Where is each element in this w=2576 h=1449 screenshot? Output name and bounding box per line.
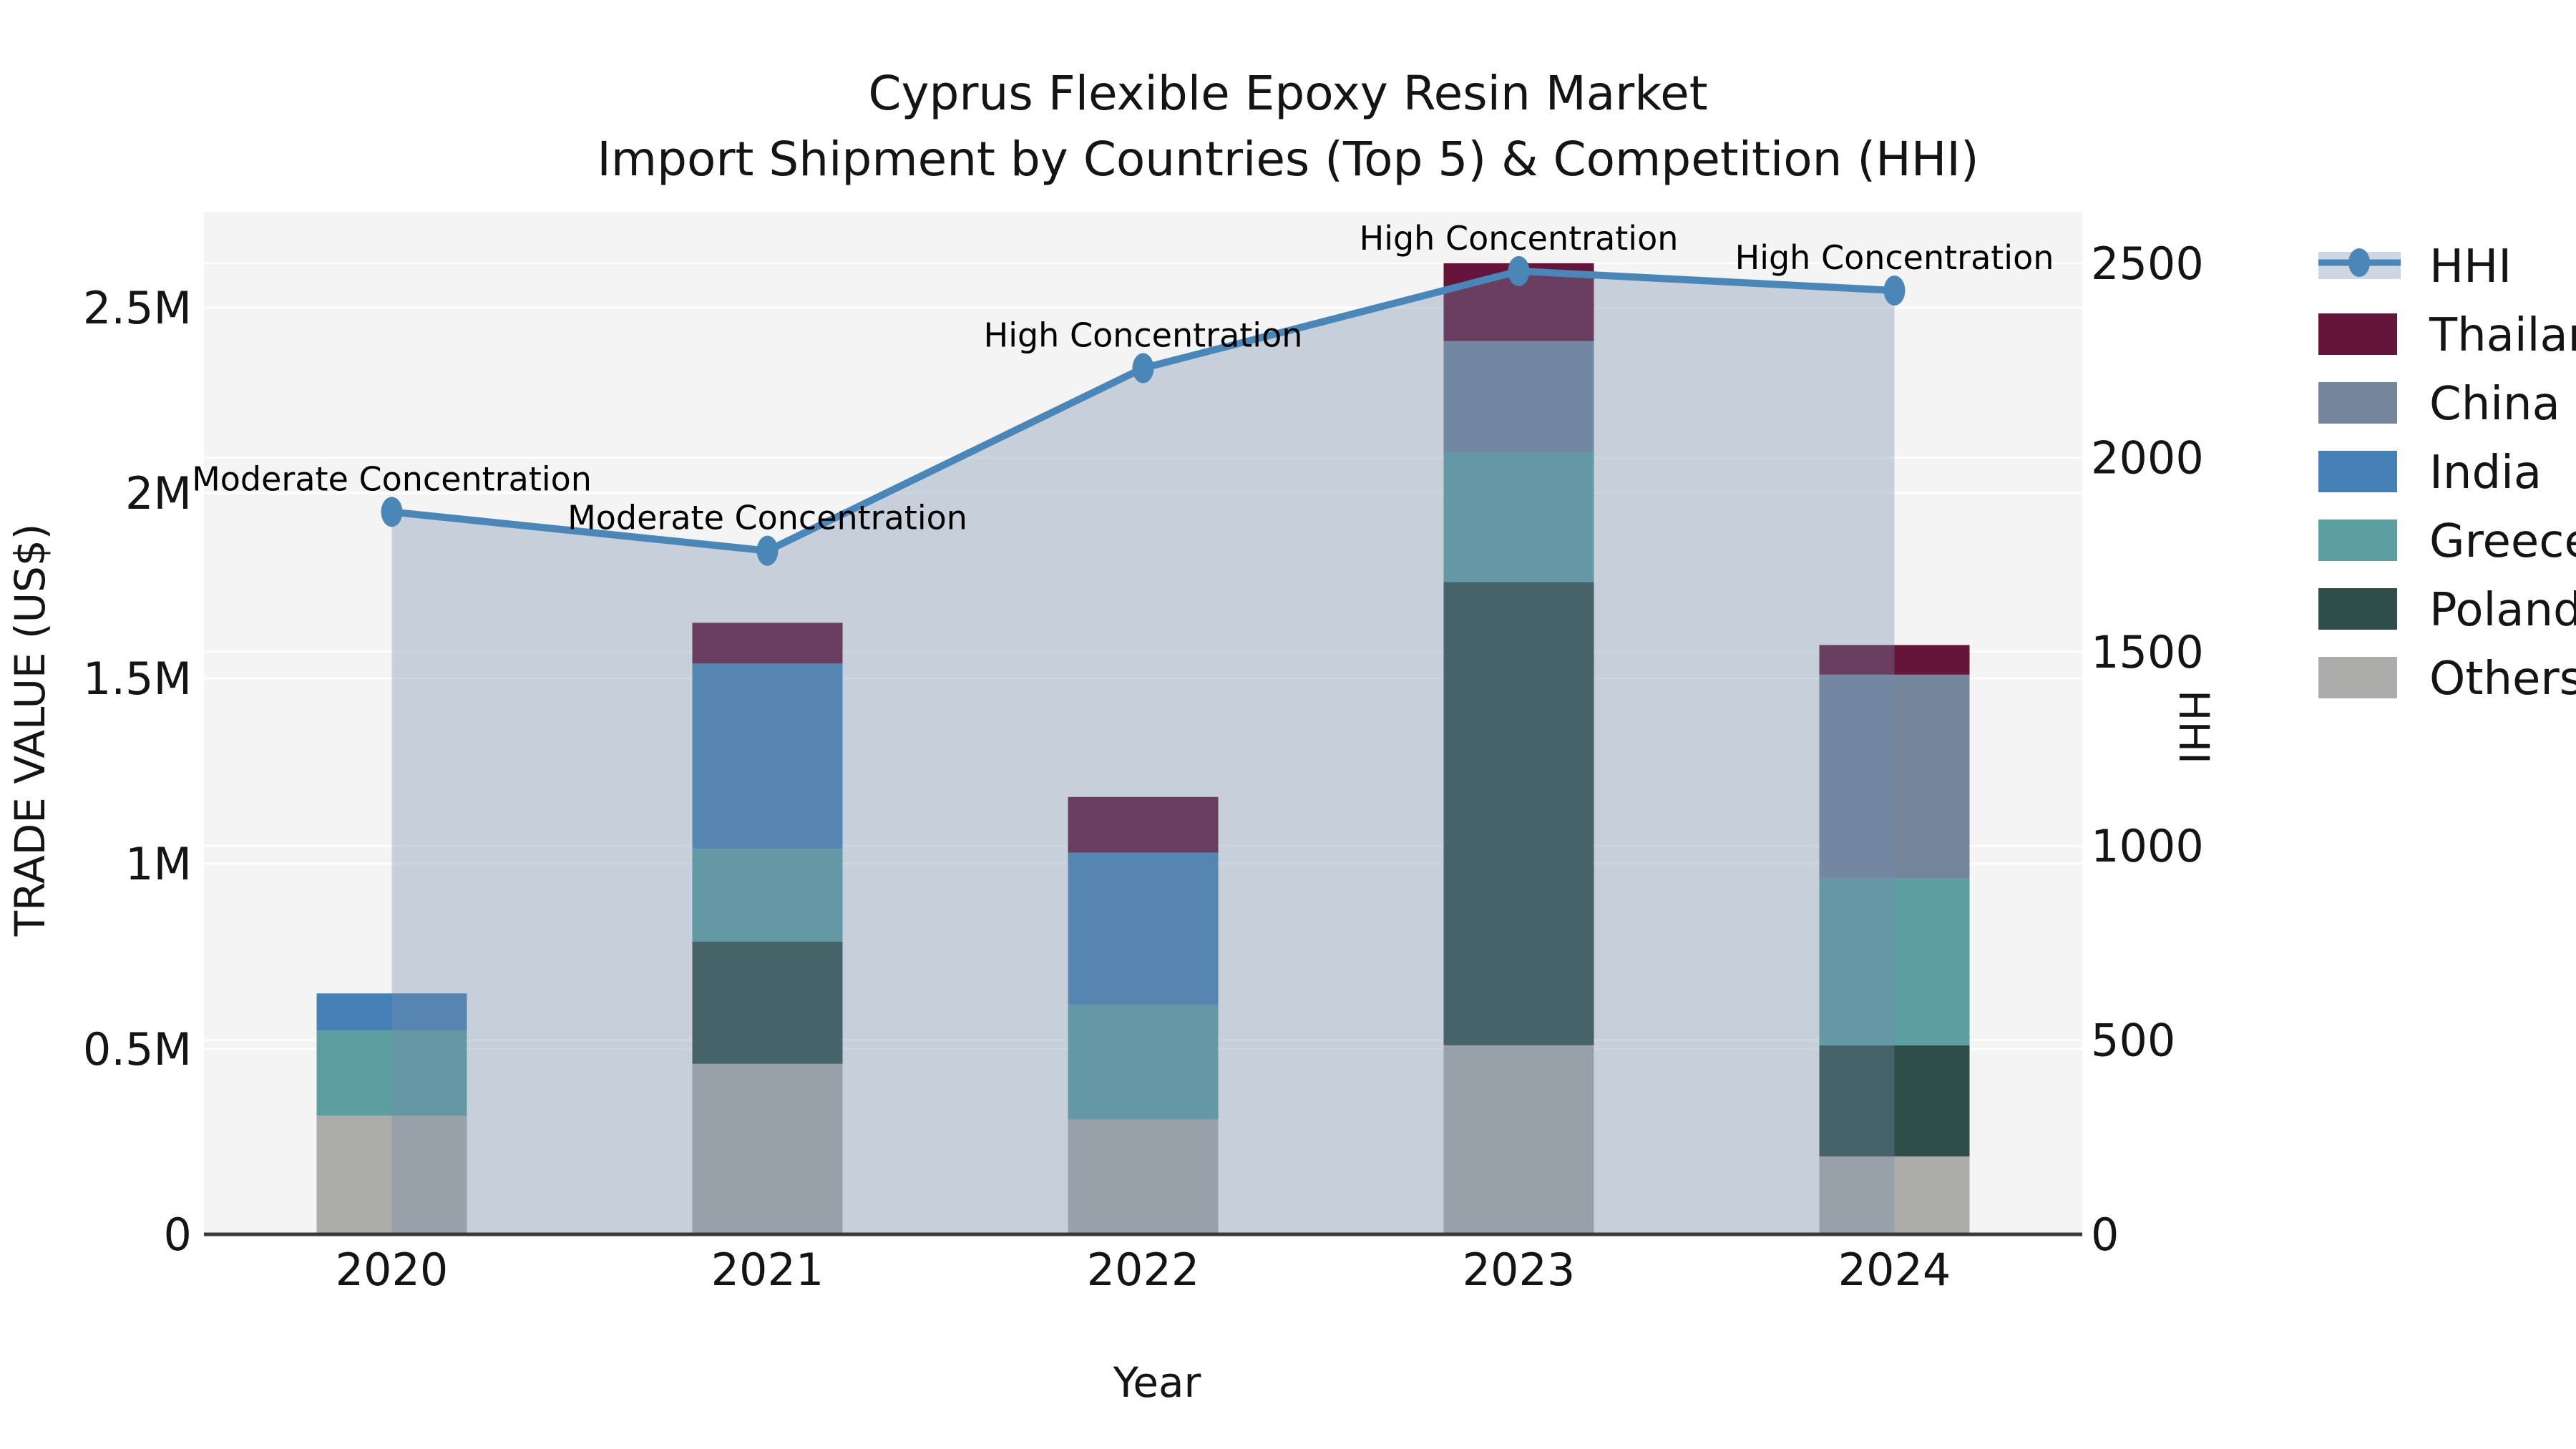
legend-swatch-greece-icon	[2318, 519, 2397, 561]
legend-label-others: Others	[2429, 653, 2576, 706]
y-left-tick-label: 0.5M	[83, 1023, 192, 1075]
bar-segment-poland-2024	[1819, 1045, 1970, 1157]
bar-segment-others-2022	[1068, 1119, 1219, 1234]
bar-segment-greece-2020	[316, 1030, 467, 1116]
bar-segment-india-2020	[316, 993, 467, 1031]
hhi-marker-2023	[1508, 255, 1530, 286]
bar-segment-others-2023	[1443, 1045, 1594, 1234]
y-right-tick-label: 2000	[2091, 431, 2204, 484]
y-right-tick-label: 1000	[2091, 820, 2204, 872]
bar-segment-china-2023	[1443, 341, 1594, 453]
legend-swatch-thailand-icon	[2318, 313, 2397, 355]
bar-segment-others-2021	[692, 1063, 843, 1234]
bar-segment-india-2021	[692, 663, 843, 849]
legend-label-greece: Greece	[2429, 515, 2576, 568]
bar-segment-greece-2024	[1819, 878, 1970, 1045]
bar-segment-thailand-2022	[1068, 796, 1219, 853]
y-left-tick-label: 1.5M	[83, 653, 192, 705]
hhi-marker-2024	[1883, 275, 1906, 306]
y-axis-right-title: HHI	[2170, 689, 2218, 765]
hhi-marker-2020	[381, 497, 403, 527]
y-right-tick-label: 0	[2091, 1209, 2119, 1261]
annotation-2022: High Concentration	[984, 316, 1303, 355]
legend-swatch-others-icon	[2318, 657, 2397, 698]
bar-segment-greece-2021	[692, 849, 843, 942]
legend-label-thailand: Thailand	[2429, 309, 2576, 362]
legend-label-poland: Poland	[2429, 584, 2576, 637]
bar-segment-greece-2023	[1443, 452, 1594, 582]
bar-segment-thailand-2024	[1819, 645, 1970, 675]
legend-label-china: China	[2429, 378, 2560, 431]
legend-label-india: India	[2429, 447, 2542, 499]
annotation-2023: High Concentration	[1360, 219, 1679, 258]
bar-segment-poland-2023	[1443, 582, 1594, 1045]
hhi-marker-2021	[756, 535, 779, 566]
legend-swatch-poland-icon	[2318, 588, 2397, 630]
hhi-marker-2022	[1132, 353, 1154, 384]
y-axis-left-title: TRADE VALUE (US$)	[6, 523, 54, 937]
bar-segment-poland-2021	[692, 941, 843, 1064]
annotation-2024: High Concentration	[1735, 238, 2054, 277]
legend-swatch-china-icon	[2318, 382, 2397, 424]
y-left-tick-label: 1M	[125, 838, 192, 890]
bar-segment-china-2024	[1819, 674, 1970, 879]
bar-segment-india-2022	[1068, 852, 1219, 1005]
chart-title-line2: Import Shipment by Countries (Top 5) & C…	[597, 132, 1979, 187]
bar-segment-thailand-2021	[692, 623, 843, 664]
y-right-tick-label: 500	[2091, 1015, 2175, 1067]
x-tick-label-2020: 2020	[336, 1244, 449, 1296]
legend-hhi-marker-icon	[2348, 248, 2370, 277]
x-tick-label-2021: 2021	[711, 1244, 824, 1296]
y-right-tick-label: 1500	[2091, 626, 2204, 678]
x-tick-label-2023: 2023	[1463, 1244, 1576, 1296]
legend-label-hhi: HHI	[2429, 240, 2512, 293]
annotation-2021: Moderate Concentration	[567, 499, 967, 537]
y-left-tick-label: 0	[164, 1209, 192, 1261]
bar-segment-others-2024	[1819, 1156, 1970, 1234]
hhi-area-fill	[391, 270, 1895, 1235]
x-tick-label-2024: 2024	[1838, 1244, 1951, 1296]
y-left-tick-label: 2.5M	[83, 282, 192, 334]
y-right-tick-label: 2500	[2091, 238, 2204, 290]
x-axis-title: Year	[1113, 1358, 1201, 1407]
y-left-tick-label: 2M	[125, 467, 192, 519]
chart-title-line1: Cyprus Flexible Epoxy Resin Market	[868, 66, 1708, 121]
bar-segment-others-2020	[316, 1116, 467, 1234]
bar-segment-greece-2022	[1068, 1004, 1219, 1120]
annotation-2020: Moderate Concentration	[192, 459, 592, 498]
legend-swatch-india-icon	[2318, 451, 2397, 492]
x-tick-label-2022: 2022	[1087, 1244, 1200, 1296]
